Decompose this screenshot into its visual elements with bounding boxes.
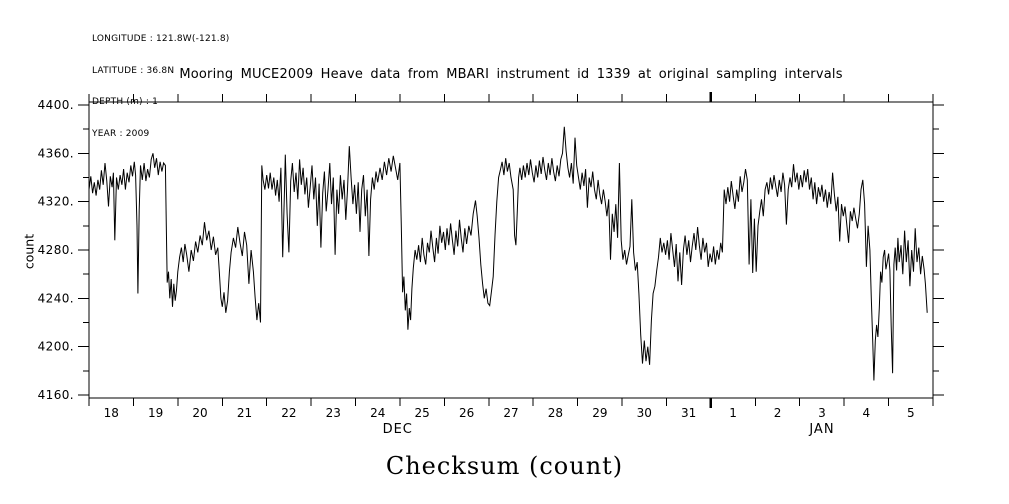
x-tick-label: 27: [503, 406, 518, 420]
x-tick-label: 18: [104, 406, 119, 420]
plot-frame: [88, 101, 934, 399]
metadata-year: YEAR : 2009: [92, 128, 150, 139]
chart-title: Mooring MUCE2009 Heave data from MBARI i…: [179, 67, 843, 82]
y-tick-label: 4400.: [38, 98, 74, 112]
metadata-longitude: LONGITUDE : 121.8W(-121.8): [92, 34, 230, 44]
month-label: JAN: [808, 422, 834, 437]
figure-caption: Checksum (count): [385, 452, 624, 480]
y-tick-label: 4280.: [38, 243, 74, 257]
y-tick-label: 4320.: [38, 195, 74, 209]
x-tick-label: 24: [370, 406, 385, 420]
x-tick-label: 29: [592, 406, 607, 420]
x-tick-label: 30: [637, 406, 652, 420]
data-line-heave-checksum: [88, 126, 928, 381]
x-tick-label: 21: [237, 406, 252, 420]
y-tick-label: 4240.: [38, 291, 74, 305]
y-tick-label: 4200.: [38, 340, 74, 354]
x-tick-label: 5: [907, 406, 915, 420]
y-tick-label: 4160.: [38, 388, 74, 402]
x-tick-label: 20: [192, 406, 207, 420]
x-tick-label: 1: [729, 406, 737, 420]
x-tick-label: 2: [774, 406, 782, 420]
x-tick-label: 19: [148, 406, 163, 420]
x-tick-label: 25: [415, 406, 430, 420]
x-tick-label: 26: [459, 406, 474, 420]
x-tick-label: 28: [548, 406, 563, 420]
x-tick-label: 31: [681, 406, 696, 420]
y-tick-label: 4360.: [38, 146, 74, 160]
x-tick-label: 23: [326, 406, 341, 420]
x-tick-label: 3: [818, 406, 826, 420]
month-label: DEC: [383, 422, 413, 437]
metadata-latitude: LATITUDE : 36.8N: [92, 65, 175, 76]
x-tick-label: 22: [281, 406, 296, 420]
x-tick-label: 4: [863, 406, 871, 420]
